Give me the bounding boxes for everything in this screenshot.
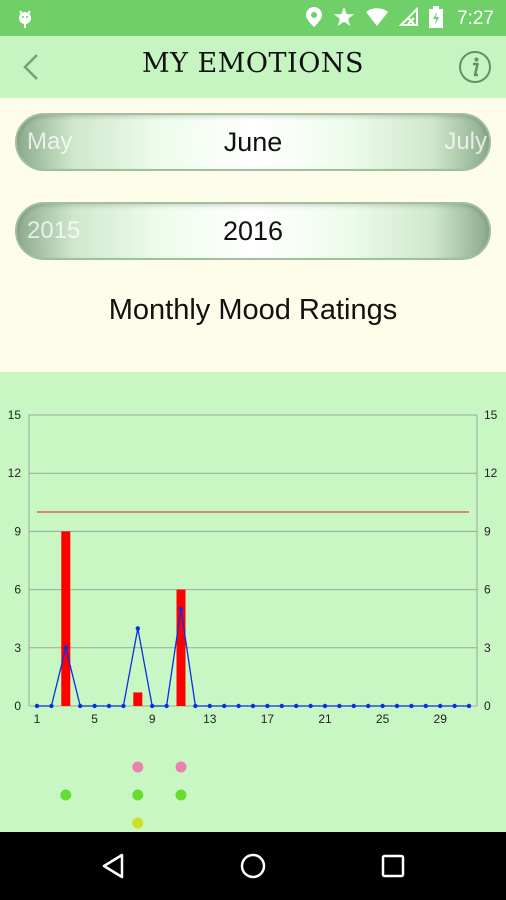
mood-marker	[132, 761, 144, 773]
line-point	[294, 703, 299, 709]
y-tick-label-right: 12	[484, 466, 498, 480]
mood-marker	[60, 789, 72, 801]
x-tick-label: 17	[261, 712, 275, 726]
star-icon	[333, 6, 355, 32]
y-tick-label-left: 6	[14, 583, 21, 597]
line-point	[207, 703, 212, 709]
line-point	[92, 703, 97, 709]
back-triangle-icon	[102, 853, 124, 879]
status-clock: 7:27	[457, 8, 494, 29]
nav-home-button[interactable]	[233, 846, 273, 886]
line-point	[308, 703, 313, 709]
x-tick-label: 9	[149, 712, 156, 726]
bar	[61, 531, 71, 706]
y-tick-label-left: 3	[14, 641, 21, 655]
y-tick-label-left: 12	[8, 466, 22, 480]
recents-square-icon	[381, 854, 405, 878]
status-bar: 7:27	[0, 0, 506, 36]
line-point	[380, 703, 385, 709]
battery-charging-icon	[429, 6, 444, 32]
bar	[176, 589, 186, 706]
line-point	[236, 703, 241, 709]
line-point	[409, 703, 414, 709]
year-picker[interactable]: 2015 2016	[15, 202, 491, 260]
line-point	[366, 703, 371, 709]
mood-marker	[175, 789, 187, 801]
line-point	[49, 703, 54, 709]
x-tick-label: 25	[376, 712, 390, 726]
month-picker-current: June	[223, 127, 283, 157]
month-picker[interactable]: May June July	[15, 113, 491, 171]
line-point	[34, 703, 40, 709]
no-signal-icon	[398, 6, 419, 31]
x-tick-label: 29	[434, 712, 448, 726]
line-point	[265, 703, 270, 709]
line-point	[438, 703, 443, 709]
back-button[interactable]	[14, 48, 48, 86]
line-point	[452, 703, 457, 709]
line-point	[164, 703, 169, 709]
chart-area: 0 0 3 3 6 6 9 9 12 12 15 15 1 5 9 13 17 21 25 29	[0, 372, 506, 832]
line-point	[121, 703, 126, 709]
mood-marker	[132, 789, 144, 801]
nav-back-button[interactable]	[93, 846, 133, 886]
line-point	[466, 703, 472, 709]
line-point	[279, 703, 284, 709]
line-point	[351, 703, 356, 709]
y-tick-label-left: 15	[8, 408, 22, 422]
year-picker-current: 2016	[222, 216, 284, 246]
x-tick-label: 1	[34, 712, 41, 726]
line-point	[78, 703, 83, 709]
line-series	[37, 608, 469, 707]
info-icon	[459, 51, 491, 83]
line-point	[423, 703, 428, 709]
month-picker-next[interactable]: July	[444, 128, 487, 155]
nav-recents-button[interactable]	[373, 846, 413, 886]
line-point	[63, 645, 68, 650]
line-point	[222, 703, 227, 709]
app-bar: MY EMOTIONS	[0, 36, 506, 98]
nav-bar	[0, 832, 506, 900]
x-tick-label: 5	[91, 712, 98, 726]
line-point	[178, 606, 184, 612]
y-tick-label-left: 0	[14, 699, 21, 713]
year-picker-prev[interactable]: 2015	[27, 217, 81, 244]
home-circle-icon	[240, 853, 266, 879]
x-tick-label: 13	[203, 712, 217, 726]
y-tick-label-right: 9	[484, 524, 491, 538]
mood-marker	[175, 761, 187, 773]
page-title: MY EMOTIONS	[142, 48, 364, 79]
line-point	[193, 703, 198, 709]
x-tick-label: 21	[318, 712, 332, 726]
mood-marker	[132, 817, 144, 829]
y-tick-label-right: 3	[484, 641, 491, 655]
line-point	[322, 703, 328, 709]
wifi-icon	[365, 7, 389, 31]
y-tick-label-right: 6	[484, 583, 491, 597]
line-point	[394, 703, 400, 709]
line-point	[150, 703, 155, 709]
chart-title: Monthly Mood Ratings	[108, 294, 398, 326]
chevron-left-icon	[23, 54, 38, 80]
month-picker-prev[interactable]: May	[27, 128, 73, 155]
info-button[interactable]	[458, 50, 492, 84]
line-point	[250, 703, 256, 709]
line-point	[337, 703, 342, 709]
line-point	[106, 703, 112, 709]
bar	[133, 692, 143, 706]
y-tick-label-left: 9	[14, 524, 21, 538]
y-tick-label-right: 0	[484, 699, 491, 713]
android-icon	[16, 7, 34, 33]
line-point	[135, 626, 140, 631]
location-icon	[305, 6, 323, 32]
y-tick-label-right: 15	[484, 408, 498, 422]
